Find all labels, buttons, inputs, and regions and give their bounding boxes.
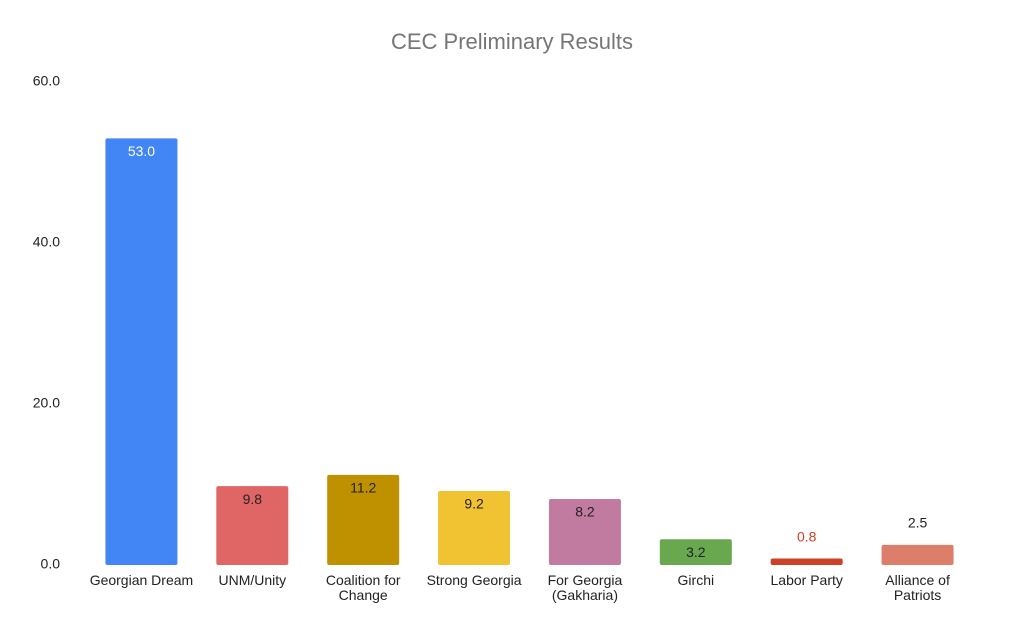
data-label: 8.2 bbox=[575, 504, 595, 520]
bar bbox=[659, 539, 732, 565]
bar bbox=[216, 486, 289, 565]
bar bbox=[770, 558, 843, 565]
data-label: 9.8 bbox=[243, 491, 263, 507]
x-tick-label: Girchi bbox=[677, 572, 715, 588]
y-tick-label: 60.0 bbox=[33, 73, 60, 89]
chart-title: CEC Preliminary Results bbox=[391, 29, 633, 54]
x-tick-label: Alliance of Patriots bbox=[885, 572, 950, 603]
bar bbox=[105, 138, 178, 565]
data-label: 53.0 bbox=[128, 143, 155, 159]
y-tick-label: 20.0 bbox=[33, 395, 60, 411]
x-tick-label: Georgian Dream bbox=[89, 572, 194, 588]
x-tick-label: Strong Georgia bbox=[426, 572, 522, 588]
bar bbox=[881, 544, 954, 565]
data-label: 11.2 bbox=[350, 480, 376, 496]
x-tick-label: For Georgia (Gakharia) bbox=[547, 572, 623, 603]
data-label: 9.2 bbox=[464, 496, 484, 512]
bar bbox=[548, 498, 621, 565]
data-label: 3.2 bbox=[686, 544, 706, 560]
y-tick-label: 40.0 bbox=[33, 234, 60, 250]
x-tick-label: Coalition for Change bbox=[325, 572, 401, 603]
data-label: 2.5 bbox=[908, 515, 928, 531]
x-tick-label: Labor Party bbox=[770, 572, 843, 588]
y-tick-label: 0.0 bbox=[41, 556, 61, 572]
x-tick-label: UNM/Unity bbox=[218, 572, 287, 588]
bar bbox=[327, 474, 400, 565]
data-label: 0.8 bbox=[797, 528, 817, 544]
bar bbox=[438, 490, 511, 565]
